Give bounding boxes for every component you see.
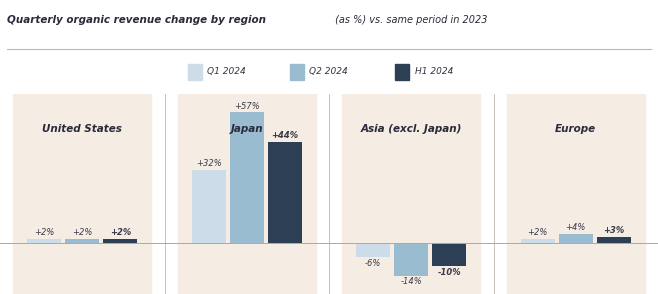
Text: (as %) vs. same period in 2023: (as %) vs. same period in 2023 [332,15,488,25]
Text: +3%: +3% [603,226,624,235]
Bar [268,142,302,243]
Text: +2%: +2% [34,228,55,237]
Bar [597,237,631,243]
Bar [395,64,409,80]
Bar [290,64,304,80]
Bar [559,234,593,243]
Bar [65,239,99,243]
Text: +2%: +2% [110,228,131,237]
Bar [432,243,467,266]
Text: Japan: Japan [230,124,263,134]
Bar [191,170,226,243]
Bar [507,94,645,294]
Text: Q2 2024: Q2 2024 [309,67,348,76]
Text: Europe: Europe [555,124,596,134]
Text: -6%: -6% [365,259,382,268]
Bar [356,243,390,257]
Text: Quarterly organic revenue change by region: Quarterly organic revenue change by regi… [7,15,266,25]
Text: Q1 2024: Q1 2024 [207,67,246,76]
Text: +44%: +44% [271,131,298,141]
Bar [520,239,555,243]
Bar [13,94,151,294]
Text: H1 2024: H1 2024 [415,67,453,76]
Text: +32%: +32% [196,159,222,168]
Bar [103,239,138,243]
Bar [394,243,428,275]
Text: United States: United States [42,124,122,134]
Text: -10%: -10% [438,268,461,277]
Text: +2%: +2% [528,228,548,237]
Text: +57%: +57% [234,102,260,111]
Bar [342,94,480,294]
Text: -14%: -14% [400,278,422,286]
Text: +2%: +2% [72,228,92,237]
Text: Asia (excl. Japan): Asia (excl. Japan) [361,124,462,134]
Bar [27,239,61,243]
Text: +4%: +4% [566,223,586,233]
Bar [178,94,316,294]
Bar [188,64,202,80]
Bar [230,113,264,243]
